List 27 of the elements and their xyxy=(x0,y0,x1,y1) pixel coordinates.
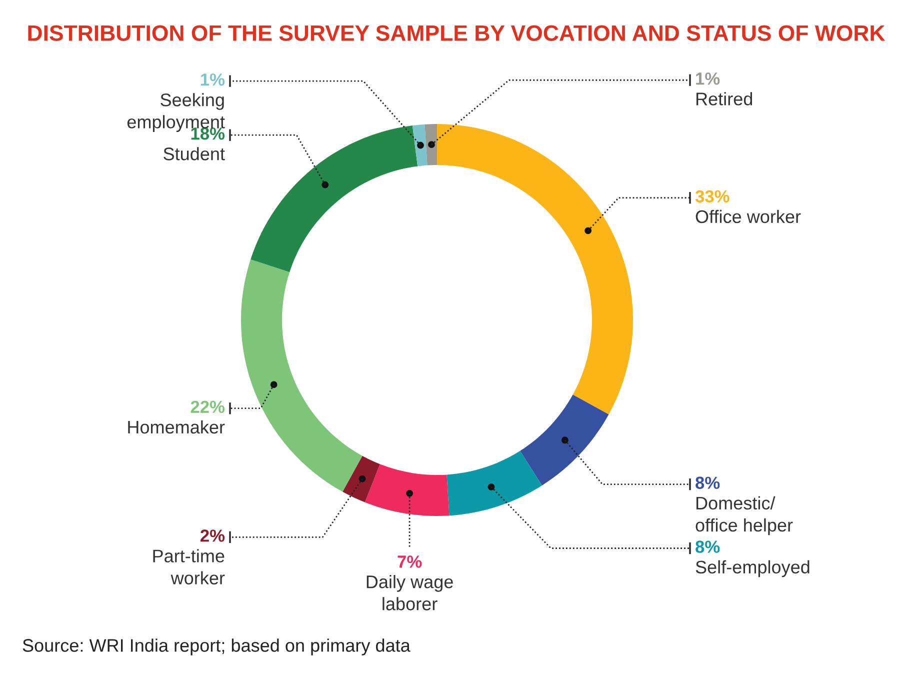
slice-label: Student xyxy=(164,147,225,160)
data-label: 8% xyxy=(696,476,720,489)
data-label: 33% xyxy=(695,190,730,203)
donut-slice xyxy=(364,464,450,516)
slice-label: Part-time worker xyxy=(153,549,225,584)
chart-title: DISTRIBUTION OF THE SURVEY SAMPLE BY VOCATION AND STATUS OF WORK xyxy=(28,25,886,41)
slice-label: Domestic/ office helper xyxy=(696,496,793,536)
data-label: 1% xyxy=(201,73,225,86)
slice-label: Office worker xyxy=(696,210,801,224)
donut-slice xyxy=(342,456,380,502)
slice-label: Homemaker xyxy=(128,420,225,434)
donut-slice xyxy=(241,259,362,492)
donut-slice xyxy=(437,124,633,414)
data-label: 8% xyxy=(696,540,720,553)
donut-slice xyxy=(250,126,418,272)
data-label: 2% xyxy=(200,530,225,542)
donut-slice xyxy=(520,394,609,486)
donut-slice xyxy=(424,124,437,166)
slice-label: Self-employed xyxy=(696,560,810,578)
data-label: 22% xyxy=(190,400,225,413)
slice-label: Retired xyxy=(696,92,752,106)
source-note: Source: WRI India report; based on primary data xyxy=(22,638,410,656)
data-label: 7% xyxy=(398,556,422,568)
slice-label: Daily wage laborer xyxy=(366,575,453,610)
donut-slice xyxy=(412,124,428,166)
data-label: 1% xyxy=(696,72,720,85)
donut-slice xyxy=(446,450,542,516)
